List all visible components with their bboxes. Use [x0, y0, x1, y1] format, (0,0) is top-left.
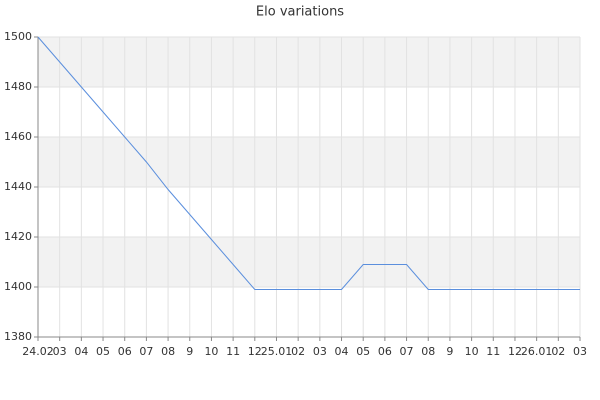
grid-band [38, 37, 580, 87]
y-tick-label: 1440 [4, 180, 32, 193]
elo-line [37, 36, 580, 290]
x-tick-label: 10 [465, 345, 479, 358]
x-tick-label: 02 [291, 345, 305, 358]
x-tick-label: 08 [161, 345, 175, 358]
x-tick-label: 12 [248, 345, 262, 358]
x-tick-label: 04 [335, 345, 349, 358]
x-tick-label: 07 [400, 345, 414, 358]
y-tick-label: 1400 [4, 280, 32, 293]
grid-band [38, 137, 580, 187]
x-tick-label: 06 [118, 345, 132, 358]
x-tick-label: 05 [96, 345, 110, 358]
x-tick-label: 11 [486, 345, 500, 358]
x-tick-label: 06 [378, 345, 392, 358]
x-tick-label: 24.02 [22, 345, 54, 358]
x-tick-label: 11 [226, 345, 240, 358]
x-tick-label: 10 [204, 345, 218, 358]
y-tick-label: 1500 [4, 30, 32, 43]
x-tick-label: 08 [421, 345, 435, 358]
y-tick-label: 1380 [4, 330, 32, 343]
x-tick-label: 03 [573, 345, 587, 358]
x-tick-label: 03 [53, 345, 67, 358]
y-tick-label: 1420 [4, 230, 32, 243]
x-tick-label: 05 [356, 345, 370, 358]
chart-title: Elo variations [256, 5, 344, 20]
x-tick-label: 04 [74, 345, 88, 358]
x-tick-label: 9 [446, 345, 453, 358]
grid-band [38, 237, 580, 287]
x-tick-label: 02 [551, 345, 565, 358]
y-tick-label: 1460 [4, 130, 32, 143]
x-tick-label: 12 [508, 345, 522, 358]
x-tick-label: 03 [313, 345, 327, 358]
x-tick-label: 26.01 [521, 345, 553, 358]
x-tick-label: 9 [186, 345, 193, 358]
x-tick-label: 25.01 [261, 345, 293, 358]
y-tick-label: 1480 [4, 80, 32, 93]
x-tick-label: 07 [139, 345, 153, 358]
